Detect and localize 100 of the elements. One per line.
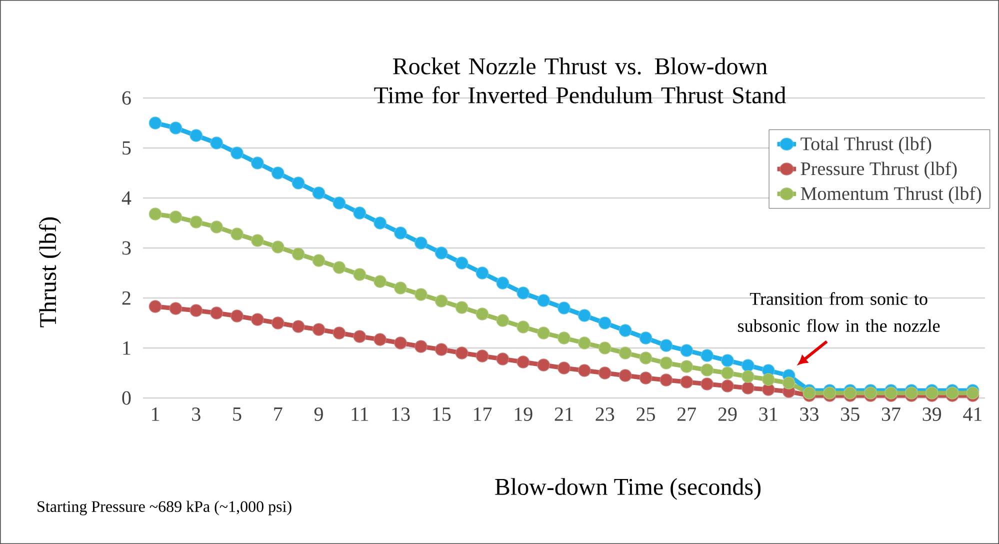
point (537, 358, 550, 372)
point (210, 306, 223, 320)
x-tick-label: 11 (352, 408, 368, 421)
point (680, 344, 694, 357)
point (639, 352, 652, 364)
point (578, 364, 591, 377)
point (598, 316, 612, 330)
point (332, 196, 346, 210)
point (210, 220, 223, 234)
point (598, 342, 612, 354)
point (742, 370, 754, 383)
point (251, 313, 264, 326)
x-tick-label: 9 (314, 408, 323, 421)
point (925, 386, 938, 400)
point (332, 261, 346, 274)
y-tick-label: 2 (122, 291, 130, 305)
point (374, 333, 386, 346)
point (660, 374, 673, 386)
x-tick-label: 17 (474, 408, 492, 421)
point (742, 382, 754, 394)
point (476, 350, 489, 362)
point (496, 314, 510, 327)
y-tick-label: 6 (122, 91, 131, 105)
y-tick-label: 3 (122, 241, 131, 255)
x-tick-label: 31 (759, 408, 778, 421)
point (190, 304, 203, 317)
point (802, 386, 816, 400)
point (742, 359, 754, 372)
legend-label: Momentum Thrust (lbf) (800, 186, 982, 204)
y-tick-label: 1 (123, 341, 130, 355)
x-tick-label: 33 (800, 408, 818, 421)
point (680, 360, 694, 373)
point (292, 248, 305, 260)
point (700, 378, 714, 390)
x-tick-label: 1 (152, 408, 160, 421)
point (312, 323, 326, 336)
point (292, 176, 305, 190)
point (537, 326, 550, 340)
point (434, 246, 448, 260)
point (516, 320, 530, 334)
point (230, 146, 244, 160)
point (476, 308, 489, 320)
point (660, 339, 673, 352)
point (946, 386, 959, 400)
point (966, 386, 980, 400)
point (394, 282, 407, 294)
x-tick-label: 37 (882, 408, 900, 421)
point (332, 326, 346, 340)
point (476, 266, 489, 280)
annotation: Transition from sonic to subsonic flow in the nozzle (738, 292, 940, 332)
point (312, 254, 326, 267)
legend-label: Total Thrust (lbf) (800, 136, 932, 154)
x-tick-label: 35 (841, 408, 860, 421)
point (169, 122, 182, 134)
point (884, 386, 898, 400)
point (618, 324, 632, 337)
point (660, 356, 673, 370)
point (558, 302, 570, 314)
point (762, 373, 775, 386)
point (905, 386, 918, 400)
point (496, 276, 510, 290)
point (537, 294, 550, 307)
legend-label: Pressure Thrust (lbf) (800, 162, 957, 179)
point (312, 186, 326, 200)
x-tick-label: 25 (636, 408, 655, 421)
point (271, 316, 284, 330)
point (374, 216, 386, 230)
point (700, 349, 714, 362)
point (558, 362, 570, 374)
point (394, 336, 407, 350)
point (455, 256, 468, 270)
point (782, 376, 796, 390)
point (271, 240, 284, 254)
point (251, 156, 264, 170)
point (700, 364, 714, 376)
point (618, 346, 632, 360)
x-tick-label: 13 (392, 408, 410, 421)
point (394, 226, 407, 240)
point (271, 166, 284, 180)
y-tick-label: 4 (122, 191, 132, 205)
point (558, 332, 570, 344)
point (148, 116, 162, 130)
x-tick-label: 21 (554, 408, 573, 421)
x-tick-label: 5 (233, 408, 242, 421)
point (353, 268, 366, 281)
x-tick-label: 23 (596, 408, 614, 421)
point (578, 336, 591, 350)
point (374, 275, 386, 288)
x-tick-label: 39 (922, 408, 942, 421)
point (455, 346, 468, 360)
point (292, 320, 305, 333)
point (353, 206, 366, 220)
point (190, 216, 203, 228)
point (618, 369, 632, 382)
point (148, 208, 162, 220)
point (230, 310, 244, 322)
point (210, 136, 223, 150)
x-tick-label: 29 (718, 408, 737, 421)
x-tick-label: 7 (274, 408, 282, 421)
point (169, 210, 182, 224)
